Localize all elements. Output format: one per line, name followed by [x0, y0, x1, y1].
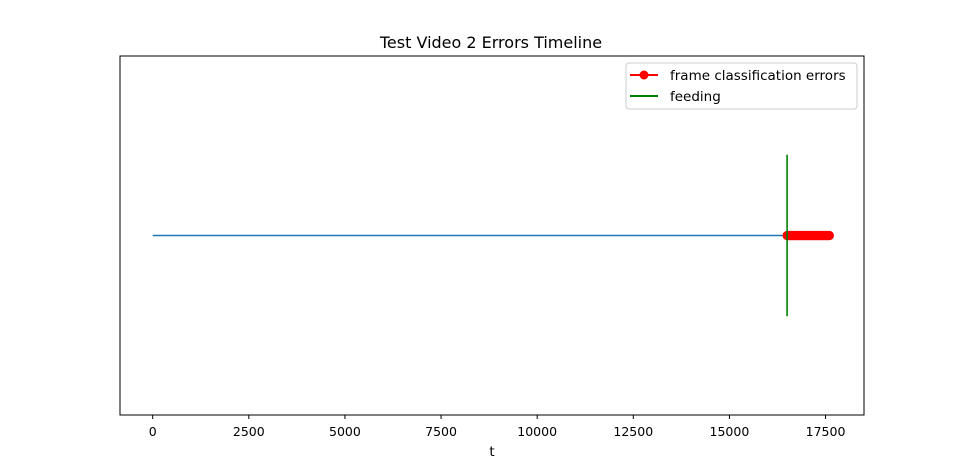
x-tick-label: 10000	[517, 424, 557, 439]
x-axis-title: t	[489, 444, 494, 460]
x-tick-label: 7500	[425, 424, 457, 439]
error-point	[824, 230, 834, 241]
x-axis: 0 2500 5000 7500 10000 12500 15000 17500	[149, 415, 846, 439]
chart-title: Test Video 2 Errors Timeline	[379, 33, 602, 52]
x-tick-label: 12500	[613, 424, 653, 439]
x-tick-label: 17500	[806, 424, 846, 439]
legend-label-errors: frame classification errors	[670, 68, 846, 84]
x-tick-label: 2500	[233, 424, 265, 439]
legend-label-feeding: feeding	[670, 89, 721, 105]
x-tick-label: 0	[149, 424, 157, 439]
legend: frame classification errors feeding	[625, 62, 858, 110]
x-tick-label: 15000	[710, 424, 750, 439]
legend-box	[625, 62, 858, 110]
x-tick-label: 5000	[329, 424, 361, 439]
plot-area	[119, 55, 865, 416]
chart-marks	[152, 154, 834, 317]
legend-marker-errors	[639, 70, 649, 80]
